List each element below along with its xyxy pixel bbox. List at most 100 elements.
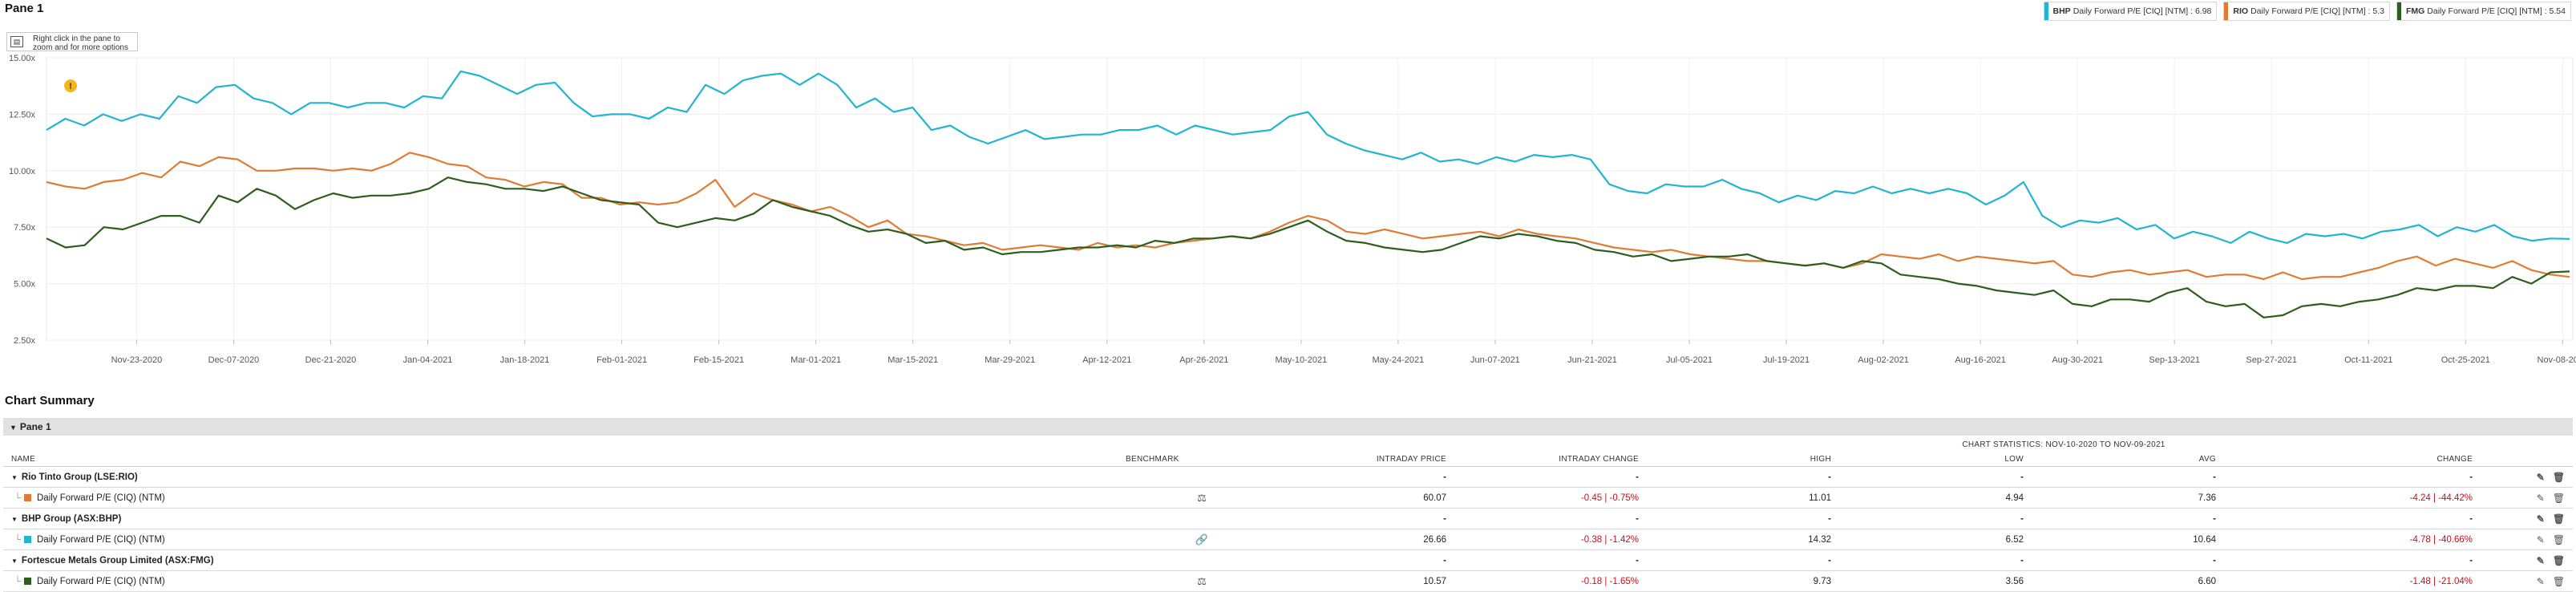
x-tick-label: Jun-07-2021 — [1470, 355, 1520, 365]
scale-icon[interactable]: ⚖ — [1118, 570, 1286, 592]
x-tick-label: Nov-08-2021 — [2538, 355, 2576, 365]
chart-series — [46, 70, 2570, 318]
col-intraday-price[interactable]: INTRADAY PRICE — [1286, 452, 1454, 467]
legend-item-bhp[interactable]: BHP Daily Forward P/E [CIQ] [NTM] : 6.98 — [2043, 2, 2218, 21]
edit-icon[interactable]: ✎ — [2536, 471, 2545, 483]
item-row-bhp[interactable]: └ Daily Forward P/E (CIQ) (NTM) 🔗 26.66 -… — [3, 529, 2574, 550]
scale-icon[interactable]: ⚖ — [1118, 487, 1286, 509]
group-price: - — [1286, 549, 1454, 571]
y-tick-label: 15.00x — [9, 54, 36, 63]
stats-caption: CHART STATISTICS: NOV-10-2020 TO NOV-09-… — [1962, 440, 2166, 449]
edit-icon[interactable]: ✎ — [2536, 533, 2545, 545]
legend-swatch — [2044, 2, 2048, 20]
group-low: - — [1839, 466, 2032, 488]
item-change: -0.45 | -0.75% — [1454, 487, 1647, 509]
caret-down-icon: ▼ — [11, 557, 18, 565]
plot-area — [46, 57, 2574, 341]
tree-line: └ — [14, 493, 22, 503]
x-tick-label: May-24-2021 — [1372, 355, 1424, 365]
x-tick-label: Sep-27-2021 — [2246, 355, 2297, 365]
x-tick-label: Aug-16-2021 — [1955, 355, 2006, 365]
x-tick-label: Apr-26-2021 — [1179, 355, 1228, 365]
item-price: 26.66 — [1286, 529, 1454, 550]
x-tick-label: Oct-11-2021 — [2344, 355, 2392, 365]
item-change: -0.38 | -1.42% — [1454, 529, 1647, 550]
group-row-rio[interactable]: ▼ Rio Tinto Group (LSE:RIO) - - - - - - ✎… — [3, 466, 2574, 488]
series-line-fmg[interactable] — [46, 176, 2570, 318]
x-tick-label: Nov-23-2020 — [111, 355, 163, 365]
group-high: - — [1647, 549, 1839, 571]
item-avg: 10.64 — [2032, 529, 2224, 550]
edit-icon[interactable]: ✎ — [2536, 575, 2545, 587]
chart-legend: BHP Daily Forward P/E [CIQ] [NTM] : 6.98… — [2043, 2, 2571, 21]
item-avg: 7.36 — [2032, 487, 2224, 509]
legend-item-rio[interactable]: RIO Daily Forward P/E [CIQ] [NTM] : 5.3 — [2223, 2, 2390, 21]
group-row-bhp[interactable]: ▼ BHP Group (ASX:BHP) - - - - - - ✎ 🗑 — [3, 508, 2574, 529]
group-low: - — [1839, 549, 2032, 571]
y-tick-label: 10.00x — [9, 167, 36, 176]
alert-icon[interactable]: ! — [64, 79, 77, 92]
x-tick-label: Mar-15-2021 — [888, 355, 938, 365]
group-pchange: - — [2224, 466, 2481, 488]
delete-icon[interactable]: 🗑 — [2552, 513, 2566, 525]
svg-text:!: ! — [69, 82, 72, 91]
item-pchange: -4.24 | -44.42% — [2224, 487, 2481, 509]
col-low[interactable]: LOW — [1839, 452, 2032, 467]
legend-ticker: FMG — [2405, 6, 2425, 16]
col-name[interactable]: NAME — [3, 452, 1118, 467]
item-price: 60.07 — [1286, 487, 1454, 509]
group-change: - — [1454, 466, 1647, 488]
x-tick-label: Mar-01-2021 — [791, 355, 841, 365]
group-price: - — [1286, 466, 1454, 488]
delete-icon[interactable]: 🗑 — [2552, 533, 2566, 545]
x-tick-label: May-10-2021 — [1275, 355, 1327, 365]
group-row-fmg[interactable]: ▼ Fortescue Metals Group Limited (ASX:FMG… — [3, 549, 2574, 571]
legend-label: Daily Forward P/E [CIQ] [NTM] : 5.3 — [2250, 6, 2384, 16]
col-change[interactable]: CHANGE — [2224, 452, 2481, 467]
tree-line: └ — [14, 576, 22, 586]
legend-item-fmg[interactable]: FMG Daily Forward P/E [CIQ] [NTM] : 5.54 — [2396, 2, 2571, 21]
group-avg: - — [2032, 508, 2224, 529]
item-low: 4.94 — [1839, 487, 2032, 509]
edit-icon[interactable]: ✎ — [2536, 492, 2545, 504]
legend-ticker: BHP — [2052, 6, 2071, 16]
col-benchmark[interactable]: BENCHMARK — [1118, 452, 1286, 467]
item-row-rio[interactable]: └ Daily Forward P/E (CIQ) (NTM) ⚖ 60.07 -… — [3, 487, 2574, 509]
edit-icon[interactable]: ✎ — [2536, 513, 2545, 525]
x-tick-label: Feb-15-2021 — [694, 355, 744, 365]
link-icon[interactable]: 🔗 — [1118, 529, 1286, 550]
legend-label: Daily Forward P/E [CIQ] [NTM] : 5.54 — [2427, 6, 2566, 16]
delete-icon[interactable]: 🗑 — [2552, 492, 2566, 504]
legend-label: Daily Forward P/E [CIQ] [NTM] : 6.98 — [2073, 6, 2212, 16]
item-label: Daily Forward P/E (CIQ) (NTM) — [37, 534, 165, 545]
x-tick-label: Mar-29-2021 — [985, 355, 1035, 365]
col-avg[interactable]: AVG — [2032, 452, 2224, 467]
y-tick-label: 7.50x — [14, 223, 35, 233]
legend-ticker: RIO — [2233, 6, 2249, 16]
y-tick-label: 5.00x — [14, 280, 35, 290]
x-axis: Nov-23-2020 Dec-07-2020 Dec-21-2020 Jan-04-… — [111, 340, 2576, 365]
col-high[interactable]: HIGH — [1647, 452, 1839, 467]
series-line-rio[interactable] — [46, 152, 2570, 281]
item-low: 3.56 — [1839, 570, 2032, 592]
x-tick-label: Jan-04-2021 — [403, 355, 453, 365]
summary-pane-header[interactable]: ▼ Pane 1 — [3, 418, 2573, 436]
pane-hint[interactable]: ▤ Right click in the pane to zoom and fo… — [6, 32, 138, 51]
x-tick-label: Aug-02-2021 — [1858, 355, 1909, 365]
chart-summary-title: Chart Summary — [5, 394, 95, 408]
line-chart[interactable]: 15.00x 12.50x 10.00x 7.50x 5.00x 2.50x Nov-23… — [0, 0, 2576, 385]
x-tick-label: Feb-01-2021 — [596, 355, 647, 365]
delete-icon[interactable]: 🗑 — [2552, 554, 2566, 566]
group-name: Rio Tinto Group (LSE:RIO) — [21, 472, 138, 482]
series-swatch — [24, 577, 31, 585]
tree-line: └ — [14, 534, 22, 545]
x-tick-label: Oct-25-2021 — [2441, 355, 2490, 365]
col-intraday-change[interactable]: INTRADAY CHANGE — [1454, 452, 1647, 467]
delete-icon[interactable]: 🗑 — [2552, 471, 2566, 483]
item-pchange: -1.48 | -21.04% — [2224, 570, 2481, 592]
edit-icon[interactable]: ✎ — [2536, 554, 2545, 566]
delete-icon[interactable]: 🗑 — [2552, 575, 2566, 587]
item-row-fmg[interactable]: └ Daily Forward P/E (CIQ) (NTM) ⚖ 10.57 -… — [3, 570, 2574, 592]
group-avg: - — [2032, 466, 2224, 488]
series-line-bhp[interactable] — [46, 70, 2570, 244]
